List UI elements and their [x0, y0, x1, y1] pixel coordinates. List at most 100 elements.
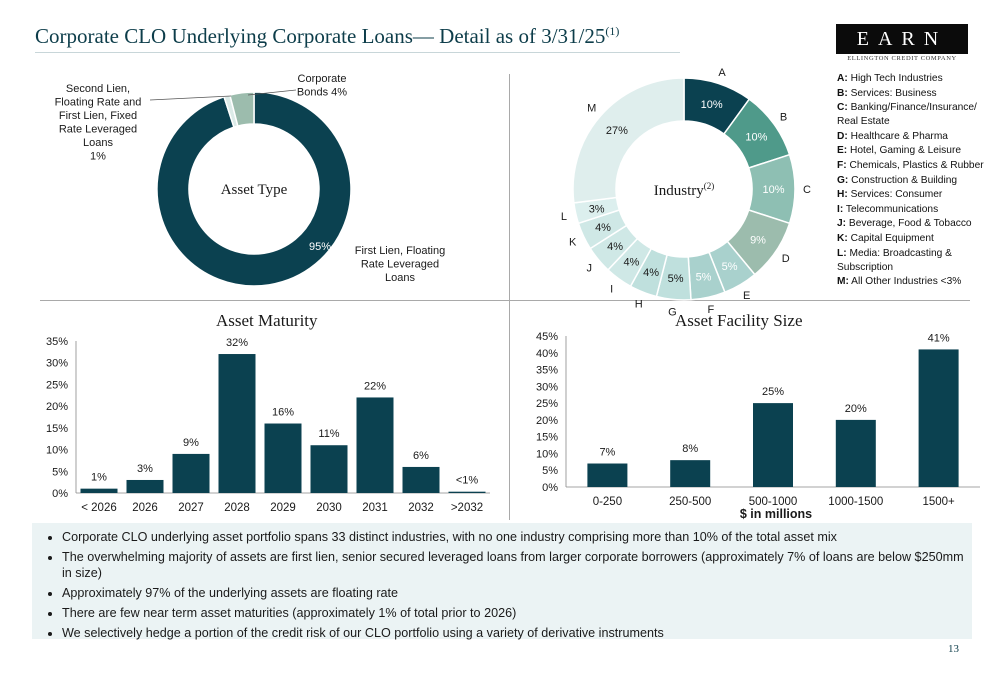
industry-slice: [572, 77, 685, 204]
legend-text: All Other Industries <3%: [848, 276, 962, 288]
legend-item: A: High Tech Industries: [837, 72, 997, 86]
x-tick-label: 1000-1500: [828, 496, 883, 508]
x-tick-label: >2032: [451, 502, 483, 514]
asset-type-outside-label: Floating Rate and: [55, 97, 142, 109]
bar-value-label: <1%: [456, 475, 479, 487]
legend-key: K:: [837, 232, 848, 244]
industry-letter-label: F: [707, 304, 714, 316]
summary-bullet: There are few near term asset maturities…: [62, 605, 972, 621]
industry-letter-label: I: [610, 284, 613, 296]
legend-text: Capital Equipment: [847, 232, 934, 244]
industry-letter-label: H: [635, 298, 643, 310]
y-tick-label: 30%: [536, 381, 558, 393]
legend-text: Services: Consumer: [847, 189, 943, 201]
legend-text: Construction & Building: [848, 174, 958, 186]
legend-key: C:: [837, 102, 848, 114]
summary-bullets: Corporate CLO underlying asset portfolio…: [32, 523, 972, 641]
x-axis-label: $ in millions: [740, 507, 812, 521]
asset-maturity-title: Asset Maturity: [216, 311, 318, 330]
company-logo: EARN: [836, 24, 968, 54]
y-tick-label: 25%: [536, 398, 558, 410]
y-tick-label: 20%: [536, 415, 558, 427]
y-tick-label: 15%: [536, 432, 558, 444]
industry-value-label: 10%: [762, 184, 784, 196]
bar: [172, 453, 210, 493]
y-tick-label: 30%: [46, 358, 68, 370]
leader-line: [149, 95, 232, 101]
bar-value-label: 20%: [845, 403, 867, 415]
legend-key: F:: [837, 159, 847, 171]
bar: [753, 403, 793, 487]
bar: [356, 397, 394, 493]
bar: [918, 349, 959, 487]
industry-center-label: Industry(2): [654, 181, 715, 199]
page-number: 13: [948, 643, 959, 655]
asset-type-outside-label: Rate Leveraged: [59, 124, 137, 136]
company-logo-subtitle: ELLINGTON CREDIT COMPANY: [847, 55, 957, 62]
y-tick-label: 45%: [536, 331, 558, 343]
y-tick-label: 10%: [46, 445, 68, 457]
legend-item: H: Services: Consumer: [837, 188, 997, 202]
bar-value-label: 9%: [183, 437, 199, 449]
y-tick-label: 15%: [46, 423, 68, 435]
bar: [218, 354, 256, 493]
industry-letter-label: L: [561, 211, 567, 223]
bar-value-label: 7%: [599, 447, 615, 459]
x-tick-label: 2031: [362, 502, 388, 514]
bar: [835, 419, 876, 487]
legend-key: G:: [837, 174, 849, 186]
x-tick-label: 2028: [224, 502, 250, 514]
asset-type-outside-label: First Lien, Fixed: [59, 110, 137, 122]
legend-item: E: Hotel, Gaming & Leisure: [837, 144, 997, 158]
legend-item: C: Banking/Finance/Insurance/ Real Estat…: [837, 101, 997, 129]
y-tick-label: 35%: [46, 336, 68, 348]
vertical-divider: [509, 74, 510, 520]
y-tick-label: 25%: [46, 379, 68, 391]
legend-text: Banking/Finance/Insurance/ Real Estate: [837, 102, 977, 128]
legend-text: Chemicals, Plastics & Rubber: [846, 159, 984, 171]
industry-letter-label: D: [782, 253, 790, 265]
bar-value-label: 3%: [137, 463, 153, 475]
legend-item: D: Healthcare & Pharma: [837, 130, 997, 144]
asset-type-slice: [156, 91, 352, 287]
legend-key: E:: [837, 145, 848, 157]
bar-value-label: 25%: [762, 386, 784, 398]
y-tick-label: 0%: [52, 488, 68, 500]
x-tick-label: 500-1000: [749, 496, 798, 508]
y-tick-label: 5%: [52, 466, 68, 478]
legend-key: M:: [837, 276, 849, 288]
legend-key: A:: [837, 73, 848, 84]
legend-item: G: Construction & Building: [837, 174, 997, 188]
bar: [670, 460, 711, 487]
summary-bullet: Approximately 97% of the underlying asse…: [62, 585, 972, 601]
y-tick-label: 5%: [542, 465, 558, 477]
legend-key: H:: [837, 189, 848, 201]
industry-letter-label: M: [587, 103, 596, 115]
summary-bullet: The overwhelming majority of assets are …: [62, 549, 972, 581]
legend-text: Hotel, Gaming & Leisure: [847, 145, 962, 157]
legend-key: D:: [837, 130, 848, 142]
bar: [80, 488, 118, 493]
legend-text: Media: Broadcasting & Subscription: [837, 247, 952, 273]
legend-key: I:: [837, 203, 844, 215]
industry-footnote: (2): [704, 181, 715, 191]
bar-value-label: 41%: [928, 332, 950, 344]
horizontal-divider: [40, 300, 970, 301]
bar-value-label: 22%: [364, 380, 386, 392]
legend-text: Healthcare & Pharma: [847, 130, 948, 142]
industry-value-label: 5%: [696, 271, 712, 283]
bar: [126, 479, 164, 493]
bar-value-label: 32%: [226, 337, 248, 349]
asset-type-center-label: Asset Type: [221, 182, 288, 198]
industry-value-label: 4%: [643, 267, 659, 279]
legend-item: M: All Other Industries <3%: [837, 275, 997, 289]
legend-item: L: Media: Broadcasting & Subscription: [837, 247, 997, 275]
summary-bullet: We selectively hedge a portion of the cr…: [62, 625, 972, 641]
title-footnote: (1): [605, 24, 620, 38]
bar: [587, 463, 628, 487]
y-tick-label: 10%: [536, 448, 558, 460]
legend-item: F: Chemicals, Plastics & Rubber: [837, 159, 997, 173]
